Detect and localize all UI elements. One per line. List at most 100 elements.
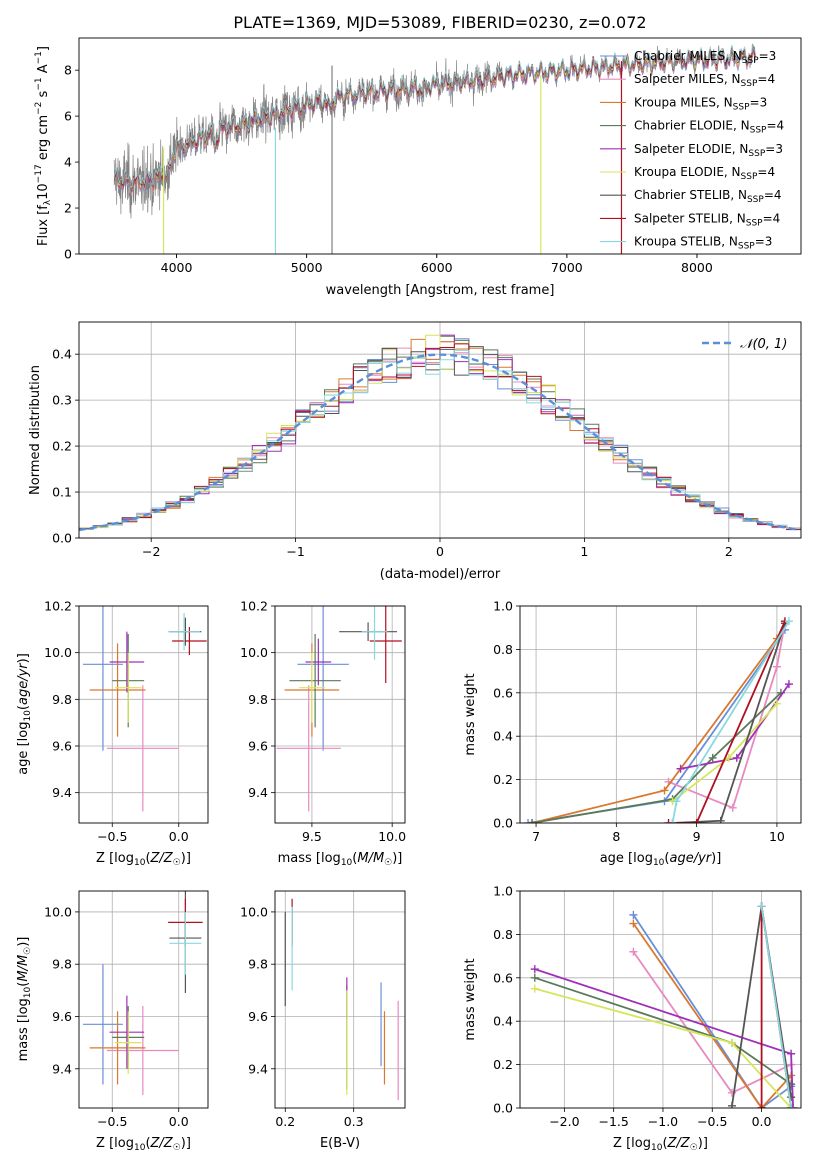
- x-tick-label: 0.0: [169, 1114, 189, 1129]
- x-axis-label: wavelength [Angstrom, rest frame]: [326, 283, 555, 298]
- legend-count: =3: [755, 235, 773, 249]
- label-part: 10: [36, 183, 51, 200]
- axes-frame: [519, 890, 802, 1109]
- label-part: −1: [34, 51, 44, 64]
- weight-series-line: [531, 692, 782, 823]
- plot-area: [276, 606, 402, 812]
- axes-frame: [78, 605, 209, 824]
- legend-count: =3: [765, 142, 783, 156]
- legend-count: =4: [757, 72, 775, 86]
- label-part: ☉: [690, 1143, 698, 1153]
- weight-point-marker: [716, 816, 725, 823]
- y-tick-label: 0.2: [52, 439, 72, 454]
- plot-area: [284, 898, 399, 1101]
- weight-point-marker: [660, 786, 669, 795]
- label-part: A: [36, 64, 51, 77]
- x-tick-label: 1: [580, 544, 588, 559]
- y-tick-label: 10.2: [44, 599, 72, 614]
- y-tick-label: 4: [64, 155, 72, 170]
- label-part: 10: [23, 710, 33, 722]
- y-tick-label: 0.8: [493, 927, 513, 942]
- axes-frame: [274, 890, 406, 1109]
- y-tick-label: 0.2: [493, 772, 513, 787]
- x-tick-label: 0: [436, 544, 444, 559]
- x-tick-label: −1: [286, 544, 304, 559]
- model-spectrum-line: [113, 50, 756, 196]
- y-tick-label: 0.0: [52, 531, 72, 546]
- y-tick-label: 9.6: [248, 1009, 268, 1024]
- label-part: Z [log: [96, 851, 134, 866]
- plot-area: [524, 617, 793, 823]
- weight-series-line: [668, 623, 786, 810]
- y-tick-label: 9.6: [248, 739, 268, 754]
- x-tick-label: 0.0: [752, 1114, 772, 1129]
- y-axis-label: mass [log10(M/M☉)]: [16, 937, 33, 1062]
- x-tick-label: 8000: [681, 260, 713, 275]
- label-part: age [log: [600, 851, 653, 866]
- y-tick-label: 0.3: [52, 393, 72, 408]
- y-tick-label: 0.0: [493, 816, 513, 831]
- plot-layer: 4000 5000 6000 7000 8000 0 2 4 6 8 Chabrier MILES,…: [16, 37, 802, 1153]
- y-tick-label: 0.8: [493, 642, 513, 657]
- label-part: −17: [34, 164, 44, 183]
- y-tick-label: 9.4: [52, 1061, 72, 1076]
- label-part: ☉: [23, 947, 33, 955]
- x-tick-label: 7: [532, 829, 540, 844]
- weight-point-marker: [629, 910, 638, 919]
- plot-area: [79, 334, 801, 532]
- label-part: age/yr: [16, 662, 31, 705]
- label-part: )]: [16, 653, 31, 663]
- weight-point-marker: [787, 1104, 796, 1108]
- histogram-step-line: [79, 343, 801, 530]
- y-tick-label: 0.4: [493, 1014, 513, 1029]
- plot-area: [82, 891, 203, 1095]
- y-tick-label: 9.8: [52, 957, 72, 972]
- legend-subscript: SSP: [741, 79, 758, 89]
- legend-entry: Chabrier ELODIE, NSSP=4: [634, 119, 784, 136]
- label-part: )]: [392, 851, 402, 866]
- label-part: ☉: [173, 1143, 181, 1153]
- legend-count: =4: [764, 188, 782, 202]
- x-tick-label: 7000: [551, 260, 583, 275]
- weight-point-marker: [708, 753, 717, 762]
- label-part: age/yr: [669, 851, 712, 866]
- label-part: Z [log: [96, 1136, 134, 1151]
- label-part: (: [16, 705, 31, 710]
- y-tick-label: 0.4: [52, 347, 72, 362]
- legend-subscript: SSP: [750, 126, 767, 136]
- axes-mass-vs-ebv: 0.2 0.3 9.4 9.6 9.8 10.0 E(B-V): [240, 890, 406, 1151]
- weight-point-marker: [524, 819, 533, 823]
- legend-subscript: SSP: [748, 149, 765, 159]
- x-tick-label: −0.5: [97, 1114, 127, 1129]
- weight-point-marker: [676, 764, 685, 773]
- weight-point-marker: [724, 753, 733, 762]
- legend-entry: Salpeter STELIB, NSSP=4: [634, 211, 780, 228]
- weight-series-line: [760, 906, 792, 1108]
- legend-count: =3: [759, 49, 777, 63]
- axes-weight-vs-Z: −2.0 −1.5 −1.0 −0.5 0.0 0.0 0.2 0.4 0.6 0.8 1.0 Z […: [463, 884, 802, 1153]
- x-tick-label: 9.5: [302, 829, 322, 844]
- y-tick-label: 1.0: [493, 884, 513, 899]
- axes-age-vs-Z: −0.5 0.09.49.69.810.010.2Z [log10(Z/Z☉)]a…: [16, 599, 209, 868]
- label-part: E(B-V): [320, 1136, 360, 1151]
- y-tick-label: 9.4: [248, 785, 268, 800]
- weight-series-line: [632, 922, 792, 1108]
- legend-label: Kroupa ELODIE, N: [634, 165, 741, 179]
- label-part: (: [662, 1136, 667, 1151]
- y-axis-label: age [log10(age/yr)]: [16, 653, 33, 775]
- legend-entry: Kroupa ELODIE, NSSP=4: [634, 165, 775, 182]
- x-tick-label: 8: [612, 829, 620, 844]
- axes-frame: [78, 37, 802, 255]
- weight-point-marker: [672, 797, 681, 806]
- label-part: Z/Z: [150, 851, 174, 866]
- legend-label: Kroupa STELIB, N: [634, 235, 738, 249]
- legend-subscript: SSP: [738, 242, 755, 252]
- y-tick-label: 2: [64, 201, 72, 216]
- legend-label: Salpeter STELIB, N: [634, 211, 746, 225]
- plot-area: [113, 43, 756, 254]
- label-part: M/M: [16, 955, 31, 982]
- label-part: (: [664, 851, 669, 866]
- label-part: 10: [653, 858, 665, 868]
- x-axis-label: Z [log10(Z/Z☉)]: [96, 851, 191, 868]
- label-part: (: [145, 851, 150, 866]
